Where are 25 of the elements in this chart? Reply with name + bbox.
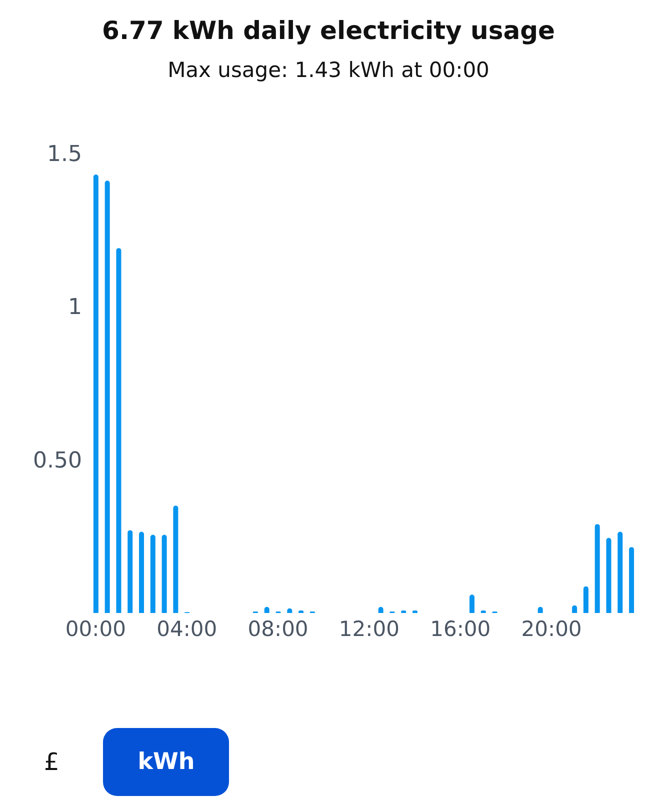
bar (150, 534, 156, 613)
bar (583, 586, 588, 613)
x-tick-label: 16:00 (430, 616, 491, 641)
y-tick-label: 1.5 (47, 142, 82, 167)
bar (139, 532, 144, 613)
bar (128, 530, 133, 613)
y-tick-label: 1 (68, 295, 82, 320)
bar (629, 547, 634, 613)
bar (93, 174, 98, 613)
x-tick-label: 08:00 (248, 616, 308, 641)
chart-subtitle: Max usage: 1.43 kWh at 00:00 (166, 58, 490, 82)
x-tick-label: 00:00 (65, 616, 126, 641)
chart-title: 6.77 kWh daily electricity usage (101, 16, 556, 45)
y-tick-label: 0.50 (33, 448, 82, 474)
x-tick-label: 04:00 (156, 616, 218, 641)
bar (116, 248, 122, 613)
x-tick-label: 12:00 (338, 616, 400, 641)
bar (173, 506, 178, 613)
bar (606, 538, 612, 613)
bar (469, 594, 474, 613)
bar (618, 532, 623, 613)
bar (104, 180, 110, 613)
x-tick-label: 20:00 (521, 616, 582, 641)
bar (162, 534, 167, 613)
bar (594, 524, 600, 613)
